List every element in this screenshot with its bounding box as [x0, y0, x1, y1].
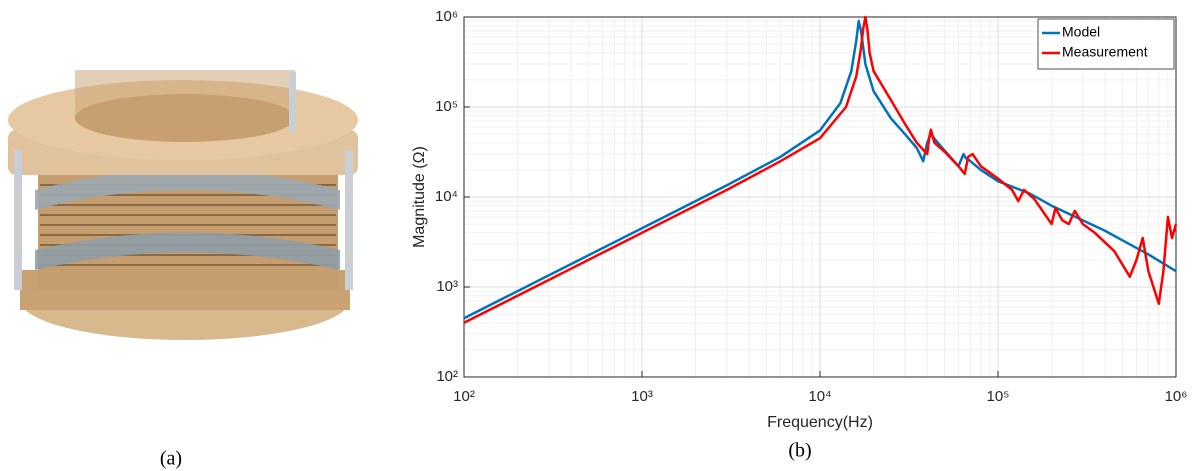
data-line [463, 15, 1178, 324]
x-tick-label: 10⁵ [987, 388, 1010, 405]
y-tick-label: 10² [436, 368, 458, 385]
x-tick-label: 10⁶ [1165, 388, 1188, 405]
x-tick-label: 10⁴ [808, 388, 831, 405]
legend-box [1037, 18, 1175, 70]
x-axis-label: Frequency(Hz) [767, 414, 873, 431]
caption: (a) [160, 448, 182, 470]
plot-frame [463, 16, 1177, 378]
caption: (b) [788, 440, 811, 462]
x-tick-label: 10² [453, 388, 475, 405]
x-tick-label: 10³ [631, 388, 653, 405]
winding-photo [8, 70, 358, 340]
y-tick-label: 10⁵ [435, 98, 458, 115]
chart: 10² 10³ 10⁴ 10⁵ 10⁶ 10² 10³ 10⁴ 10⁵ 10⁶ Frequency(… [411, 8, 1187, 431]
legend-label: Model [1062, 24, 1100, 40]
y-tick-label: 10⁴ [435, 188, 458, 205]
y-tick-label: 10⁶ [435, 8, 458, 25]
y-axis-label: Magnitude (Ω) [411, 146, 428, 248]
y-tick-label: 10³ [436, 278, 458, 295]
legend-label: Measurement [1062, 44, 1148, 60]
